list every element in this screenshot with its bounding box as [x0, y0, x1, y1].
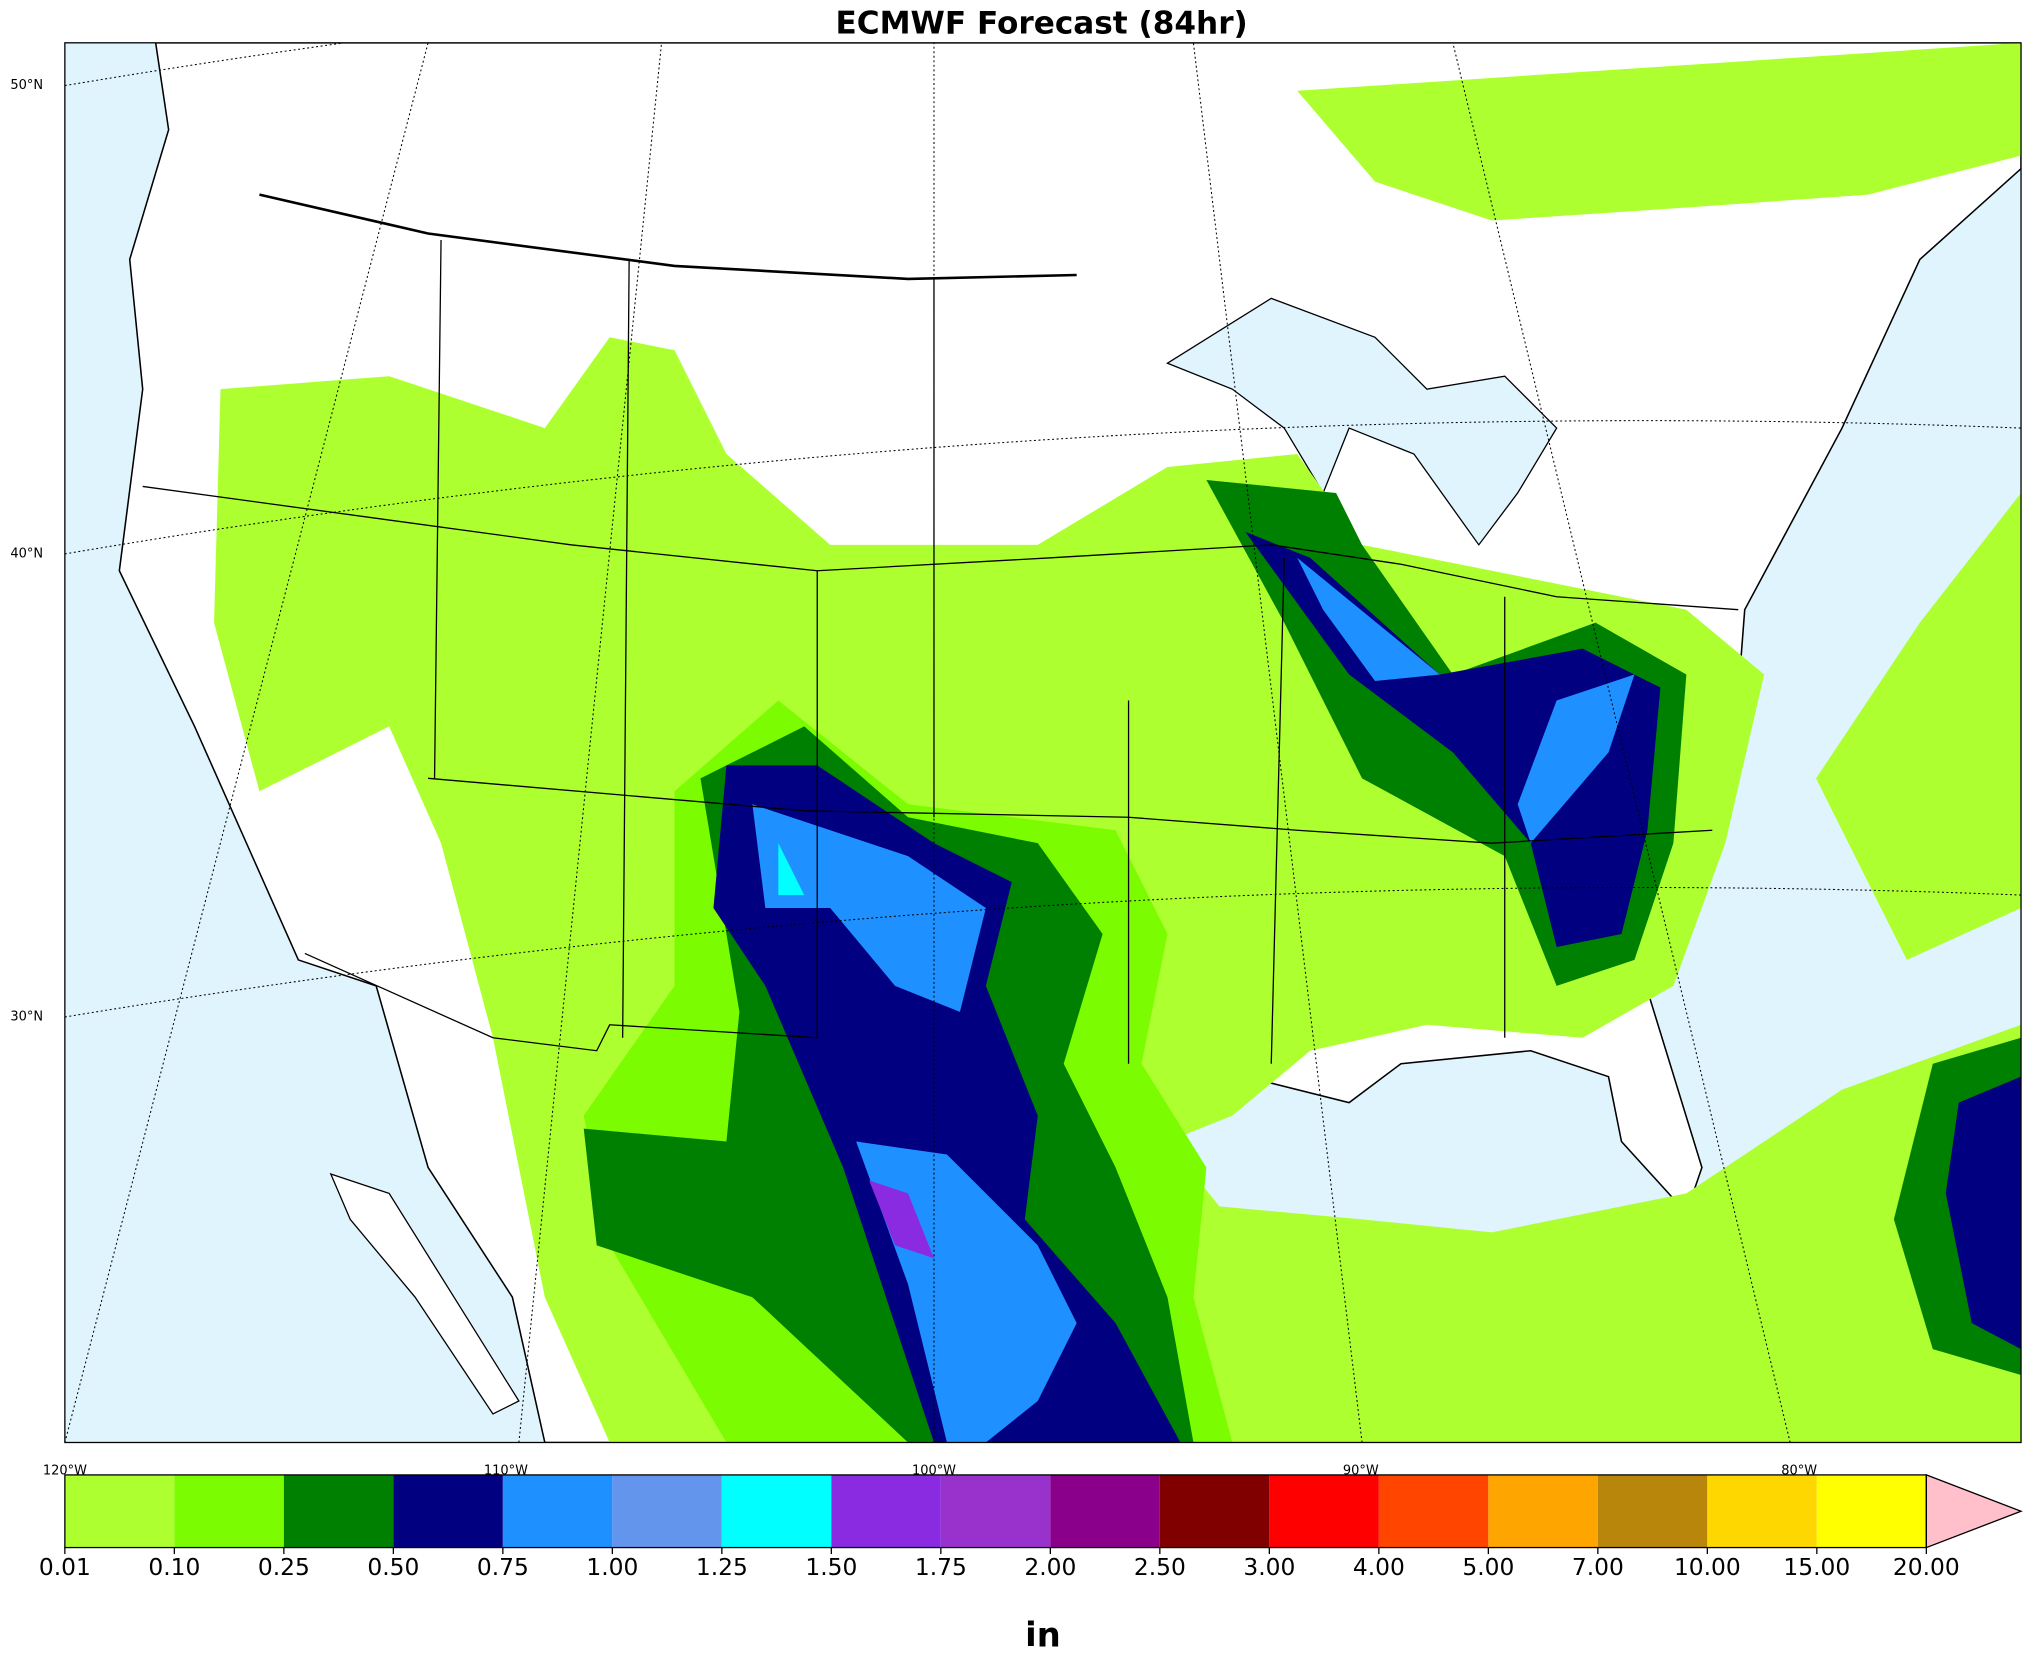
colorbar-segment	[1816, 1474, 1927, 1548]
colorbar-tick-label: 10.00	[1674, 1553, 1741, 1581]
borders	[142, 193, 1739, 1064]
colorbar-segment	[721, 1474, 832, 1548]
colorbar-tick-label: 5.00	[1462, 1553, 1514, 1581]
title: ECMWF Forecast (84hr)	[835, 6, 1247, 42]
colorbar-label: in	[1025, 1616, 1061, 1655]
colorbar-tick-label: 15.00	[1783, 1553, 1850, 1581]
colorbar-tick-label: 0.01	[39, 1553, 91, 1581]
lakes	[1166, 297, 1558, 546]
lat-label: 40°N	[10, 546, 43, 561]
colorbar-tick-label: 1.50	[805, 1553, 857, 1581]
colorbar-segment	[612, 1474, 722, 1548]
colorbar-tick-label: 20.00	[1893, 1553, 1960, 1581]
lat-label: 30°N	[10, 1010, 43, 1025]
colorbar-segment	[831, 1474, 941, 1548]
colorbar-tick-label: 0.50	[367, 1553, 419, 1581]
colorbar-segment	[1378, 1474, 1489, 1548]
colorbar-segment	[174, 1474, 284, 1548]
map-frame	[64, 42, 2022, 1444]
colorbar-tick-label: 0.75	[477, 1553, 529, 1581]
colorbar-outline	[64, 1474, 1927, 1549]
colorbar-tick-label: 4.00	[1353, 1553, 1405, 1581]
colorbar-segment	[502, 1474, 613, 1548]
colorbar-segment	[1707, 1474, 1817, 1548]
baja	[329, 1172, 520, 1415]
colorbar-segment	[1269, 1474, 1379, 1548]
colorbar-tick-label: 2.50	[1134, 1553, 1186, 1581]
colorbar-tick-label: 7.00	[1572, 1553, 1624, 1581]
colorbar-segment	[64, 1474, 175, 1548]
map	[64, 42, 2022, 1443]
colorbar-tick-label: 1.00	[586, 1553, 638, 1581]
colorbar: 0.01 0.10 0.25 0.50 0.75 1.00 1.25 1.50 1.75 2.00…	[39, 1473, 2023, 1581]
graticule	[64, 42, 2022, 1443]
colorbar-tick-label: 3.00	[1243, 1553, 1295, 1581]
colorbar-segment	[940, 1474, 1051, 1548]
lat-label: 50°N	[10, 78, 43, 93]
colorbar-segment	[393, 1474, 503, 1548]
precipitation	[214, 42, 2022, 1443]
colorbar-extend	[1925, 1473, 2023, 1549]
colorbar-segment	[1159, 1474, 1270, 1548]
colorbar-tick-label: 0.10	[148, 1553, 200, 1581]
colorbar-tick-label: 1.25	[696, 1553, 748, 1581]
colorbar-segment	[283, 1474, 394, 1548]
colorbar-tick-label: 0.25	[258, 1553, 310, 1581]
colorbar-segment	[1597, 1474, 1708, 1548]
colorbar-tick-label: 1.75	[915, 1553, 967, 1581]
colorbar-segment	[1488, 1474, 1598, 1548]
colorbar-tick-label: 2.00	[1024, 1553, 1076, 1581]
colorbar-segment	[1050, 1474, 1160, 1548]
